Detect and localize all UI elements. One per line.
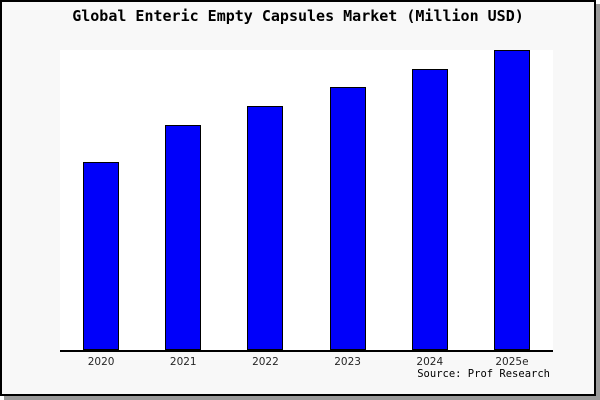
bar-slot-2021 [142,50,224,350]
bar-2022 [247,106,284,350]
bar-2020 [83,162,120,350]
x-tick-label-2024: 2024 [416,356,444,368]
chart-title: Global Enteric Empty Capsules Market (Mi… [72,7,524,25]
plot-area [60,50,553,352]
bar-slot-2023 [307,50,389,350]
x-tick-label-2022: 2022 [252,356,279,368]
source-credit: Source: Prof Research [417,368,550,380]
bar-2021 [165,125,202,350]
bar-2025e [493,50,530,350]
bar-2023 [329,87,366,350]
x-tick-label-2023: 2023 [334,356,361,368]
x-axis-tick-labels: 2020 2021 2022 2023 2024 2025e [60,356,553,368]
bar-2024 [411,69,448,350]
bar-slot-2025e [471,50,553,350]
x-tick-label-2025e: 2025e [495,356,529,368]
x-tick-label-2021: 2021 [169,356,197,368]
bar-slot-2020 [60,50,142,350]
bar-slot-2024 [389,50,471,350]
bar-slot-2022 [224,50,306,350]
bars-container [60,50,553,350]
x-tick-label-2020: 2020 [87,356,115,368]
